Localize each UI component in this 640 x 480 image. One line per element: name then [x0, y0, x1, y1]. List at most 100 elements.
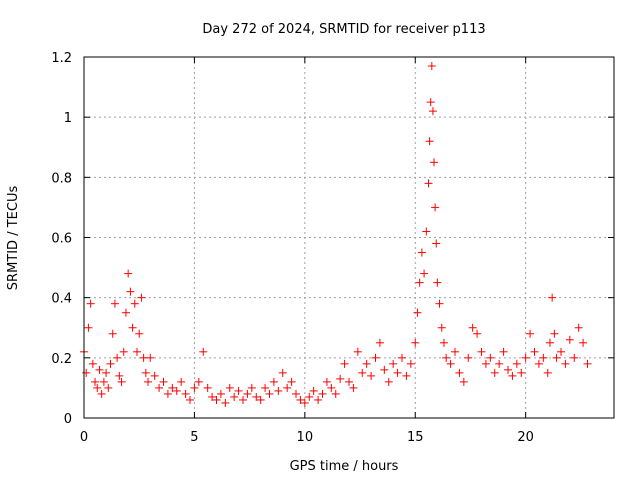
data-point — [168, 383, 177, 392]
data-point — [424, 179, 433, 188]
data-point — [398, 353, 406, 362]
data-point — [583, 359, 592, 368]
data-point — [84, 323, 93, 332]
data-point — [486, 353, 495, 362]
data-points — [80, 62, 592, 407]
data-point — [283, 383, 292, 392]
data-point — [331, 389, 340, 398]
data-point — [144, 377, 153, 386]
data-point — [437, 323, 446, 332]
data-point — [574, 323, 583, 332]
data-point — [557, 347, 565, 356]
data-point — [426, 98, 435, 107]
data-point — [314, 395, 323, 404]
data-point — [88, 359, 97, 368]
data-point — [221, 398, 230, 407]
data-point — [367, 371, 376, 380]
data-point — [430, 158, 439, 167]
data-point — [252, 392, 261, 401]
data-point — [543, 368, 552, 377]
data-point — [172, 386, 181, 395]
data-point — [565, 335, 574, 344]
data-point — [545, 338, 554, 347]
data-point — [406, 359, 415, 368]
data-point — [155, 383, 164, 392]
data-point — [349, 383, 358, 392]
data-point — [190, 383, 199, 392]
data-point — [124, 269, 133, 278]
chart-title: Day 272 of 2024, SRMTID for receiver p11… — [202, 22, 485, 37]
data-point — [413, 308, 422, 317]
data-point — [234, 386, 243, 395]
data-point — [512, 359, 521, 368]
y-tick-label: 0.8 — [51, 171, 72, 186]
data-point — [119, 347, 128, 356]
data-point — [499, 347, 508, 356]
data-point — [432, 239, 441, 248]
data-point — [287, 377, 296, 386]
x-tick-label: 0 — [80, 430, 88, 445]
data-point — [95, 365, 104, 374]
data-point — [579, 338, 588, 347]
data-point — [402, 371, 411, 380]
data-point — [216, 389, 225, 398]
data-point — [322, 377, 331, 386]
y-tick-label: 0.2 — [51, 352, 72, 367]
x-axis-label: GPS time / hours — [290, 459, 399, 474]
data-point — [375, 338, 384, 347]
data-point — [117, 377, 126, 386]
data-point — [93, 383, 102, 392]
data-point — [137, 293, 146, 302]
data-point — [163, 389, 172, 398]
y-tick-label: 0.4 — [51, 292, 72, 307]
data-point — [128, 323, 137, 332]
x-tick-label: 20 — [517, 430, 534, 445]
data-point — [305, 392, 314, 401]
data-point — [274, 386, 283, 395]
data-point — [135, 329, 144, 338]
data-point — [102, 368, 111, 377]
data-point — [194, 377, 203, 386]
data-point — [417, 248, 426, 257]
data-point — [384, 377, 393, 386]
data-point — [548, 293, 557, 302]
data-point — [561, 359, 570, 368]
data-point — [570, 353, 579, 362]
data-point — [115, 371, 124, 380]
data-point — [340, 359, 349, 368]
data-point — [261, 383, 270, 392]
data-point — [265, 389, 274, 398]
data-point — [181, 389, 190, 398]
data-point — [550, 329, 559, 338]
data-point — [427, 62, 436, 71]
data-point — [415, 278, 424, 287]
data-point — [517, 368, 526, 377]
data-point — [521, 353, 530, 362]
data-point — [442, 353, 451, 362]
data-point — [130, 299, 139, 308]
data-point — [380, 365, 389, 374]
data-point — [212, 395, 221, 404]
data-point — [278, 368, 287, 377]
data-point — [199, 347, 208, 356]
data-point — [508, 371, 517, 380]
data-point — [327, 383, 336, 392]
data-point — [126, 287, 135, 296]
data-point — [481, 359, 490, 368]
data-point — [353, 347, 362, 356]
y-tick-label: 1 — [64, 111, 72, 126]
data-point — [296, 395, 305, 404]
data-point — [446, 359, 455, 368]
data-point — [256, 395, 265, 404]
data-point — [177, 377, 186, 386]
data-point — [97, 389, 106, 398]
data-point — [539, 353, 548, 362]
y-tick-label: 0 — [64, 412, 72, 427]
data-point — [239, 395, 247, 404]
data-point — [526, 329, 535, 338]
data-point — [110, 299, 119, 308]
data-point — [530, 347, 539, 356]
data-point — [106, 359, 115, 368]
data-point — [477, 347, 486, 356]
data-point — [300, 398, 309, 407]
